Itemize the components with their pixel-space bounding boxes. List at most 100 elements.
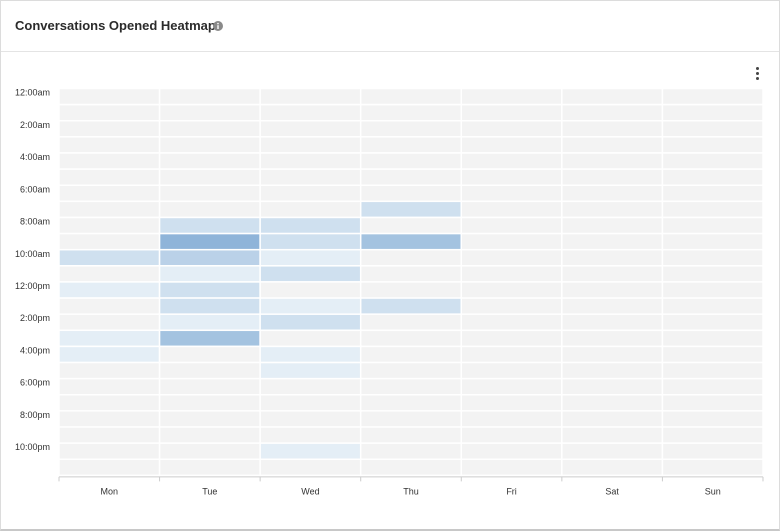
heatmap-cell-wed-300pm[interactable] [259, 329, 362, 348]
heatmap-cell-tue-200am[interactable] [158, 119, 261, 138]
heatmap-cell-mon-1200pm[interactable] [58, 281, 161, 299]
heatmap-cell-mon-600pm[interactable] [58, 377, 161, 396]
heatmap-cell-fri-1100pm[interactable] [460, 458, 563, 477]
heatmap-cell-sun-900pm[interactable] [661, 426, 764, 444]
heatmap-cell-sat-1200am[interactable] [561, 87, 664, 106]
heatmap-cell-wed-100pm[interactable] [259, 297, 362, 315]
heatmap-cell-wed-900pm[interactable] [259, 426, 362, 444]
heatmap-cell-sat-100pm[interactable] [561, 297, 664, 315]
heatmap-cell-wed-700pm[interactable] [259, 394, 362, 412]
heatmap-cell-sun-300pm[interactable] [661, 329, 764, 348]
heatmap-cell-tue-100pm[interactable] [158, 297, 261, 315]
heatmap-cell-thu-600am[interactable] [359, 184, 463, 203]
heatmap-cell-tue-400pm[interactable] [158, 345, 261, 364]
heatmap-cell-sun-1000am[interactable] [661, 248, 764, 267]
heatmap-cell-wed-800pm[interactable] [259, 410, 362, 428]
heatmap-cell-mon-900pm[interactable] [58, 426, 161, 444]
heatmap-cell-thu-300pm[interactable] [359, 329, 463, 348]
heatmap-cell-sat-1100pm[interactable] [561, 458, 664, 477]
heatmap-cell-fri-400am[interactable] [460, 152, 563, 170]
heatmap-cell-fri-400pm[interactable] [460, 345, 563, 364]
heatmap-cell-fri-800pm[interactable] [460, 410, 563, 428]
heatmap-cell-fri-500pm[interactable] [460, 361, 563, 380]
heatmap-cell-fri-1100am[interactable] [460, 265, 563, 283]
heatmap-cell-sat-500am[interactable] [561, 168, 664, 186]
heatmap-cell-wed-1100am[interactable] [259, 265, 362, 283]
heatmap-cell-thu-400pm[interactable] [359, 345, 463, 364]
heatmap-cell-wed-800am[interactable] [259, 216, 362, 235]
heatmap-cell-sat-900pm[interactable] [561, 426, 664, 444]
heatmap-cell-mon-400am[interactable] [58, 152, 161, 170]
heatmap-cell-tue-600pm[interactable] [158, 377, 261, 396]
heatmap-cell-fri-100pm[interactable] [460, 297, 563, 315]
heatmap-cell-fri-700am[interactable] [460, 200, 563, 219]
heatmap-cell-mon-500am[interactable] [58, 168, 161, 186]
heatmap-cell-wed-600pm[interactable] [259, 377, 362, 396]
heatmap-cell-tue-600am[interactable] [158, 184, 261, 203]
heatmap-cell-tue-1100pm[interactable] [158, 458, 261, 477]
heatmap-cell-wed-200am[interactable] [259, 119, 362, 138]
heatmap-cell-mon-500pm[interactable] [58, 361, 161, 380]
heatmap-cell-sat-600pm[interactable] [561, 377, 664, 396]
heatmap-cell-tue-500pm[interactable] [158, 361, 261, 380]
heatmap-cell-fri-800am[interactable] [460, 216, 563, 235]
heatmap-cell-fri-500am[interactable] [460, 168, 563, 186]
heatmap-cell-sun-900am[interactable] [661, 232, 764, 251]
heatmap-cell-tue-800pm[interactable] [158, 410, 261, 428]
heatmap-cell-wed-100am[interactable] [259, 103, 362, 122]
heatmap-cell-mon-600am[interactable] [58, 184, 161, 203]
heatmap-cell-fri-1200am[interactable] [460, 87, 563, 106]
heatmap-cell-sun-500pm[interactable] [661, 361, 764, 380]
heatmap-cell-thu-1000am[interactable] [359, 248, 463, 267]
heatmap-cell-sun-1000pm[interactable] [661, 442, 764, 461]
heatmap-cell-thu-400am[interactable] [359, 152, 463, 170]
heatmap-cell-sat-900am[interactable] [561, 232, 664, 251]
heatmap-cell-tue-700am[interactable] [158, 200, 261, 219]
heatmap-cell-wed-500am[interactable] [259, 168, 362, 186]
heatmap-cell-tue-200pm[interactable] [158, 313, 261, 332]
heatmap-cell-sun-1100pm[interactable] [661, 458, 764, 477]
heatmap-cell-thu-200am[interactable] [359, 119, 463, 138]
heatmap-cell-sat-400am[interactable] [561, 152, 664, 170]
heatmap-cell-fri-300pm[interactable] [460, 329, 563, 348]
heatmap-cell-thu-1200am[interactable] [359, 87, 463, 106]
heatmap-cell-tue-1000pm[interactable] [158, 442, 261, 461]
heatmap-cell-mon-700am[interactable] [58, 200, 161, 219]
heatmap-cell-thu-100pm[interactable] [359, 297, 463, 315]
heatmap-cell-fri-100am[interactable] [460, 103, 563, 122]
heatmap-cell-tue-500am[interactable] [158, 168, 261, 186]
heatmap-cell-thu-700pm[interactable] [359, 394, 463, 412]
heatmap-cell-fri-700pm[interactable] [460, 394, 563, 412]
heatmap-cell-sun-800pm[interactable] [661, 410, 764, 428]
heatmap-cell-mon-400pm[interactable] [58, 345, 161, 364]
heatmap-cell-thu-1000pm[interactable] [359, 442, 463, 461]
heatmap-cell-mon-200pm[interactable] [58, 313, 161, 332]
heatmap-cell-mon-1000pm[interactable] [58, 442, 161, 461]
heatmap-cell-wed-500pm[interactable] [259, 361, 362, 380]
info-icon[interactable] [213, 21, 223, 31]
heatmap-cell-thu-500am[interactable] [359, 168, 463, 186]
heatmap-cell-sat-300am[interactable] [561, 136, 664, 154]
heatmap-cell-fri-1000pm[interactable] [460, 442, 563, 461]
heatmap-cell-sat-500pm[interactable] [561, 361, 664, 380]
heatmap-cell-fri-1000am[interactable] [460, 248, 563, 267]
heatmap-cell-thu-900pm[interactable] [359, 426, 463, 444]
heatmap-cell-fri-900am[interactable] [460, 232, 563, 251]
heatmap-cell-sat-700pm[interactable] [561, 394, 664, 412]
heatmap-cell-mon-300pm[interactable] [58, 329, 161, 348]
heatmap-cell-sun-1200pm[interactable] [661, 281, 764, 299]
heatmap-cell-sun-500am[interactable] [661, 168, 764, 186]
heatmap-cell-tue-100am[interactable] [158, 103, 261, 122]
heatmap-cell-fri-600am[interactable] [460, 184, 563, 203]
heatmap-cell-wed-1000pm[interactable] [259, 442, 362, 461]
heatmap-cell-thu-300am[interactable] [359, 136, 463, 154]
heatmap-cell-sat-300pm[interactable] [561, 329, 664, 348]
heatmap-cell-sun-1100am[interactable] [661, 265, 764, 283]
heatmap-cell-sun-100pm[interactable] [661, 297, 764, 315]
heatmap-cell-sat-800am[interactable] [561, 216, 664, 235]
heatmap-cell-sat-400pm[interactable] [561, 345, 664, 364]
heatmap-cell-wed-1100pm[interactable] [259, 458, 362, 477]
heatmap-cell-tue-800am[interactable] [158, 216, 261, 235]
heatmap-cell-tue-1000am[interactable] [158, 248, 261, 267]
heatmap-cell-thu-700am[interactable] [359, 200, 463, 219]
